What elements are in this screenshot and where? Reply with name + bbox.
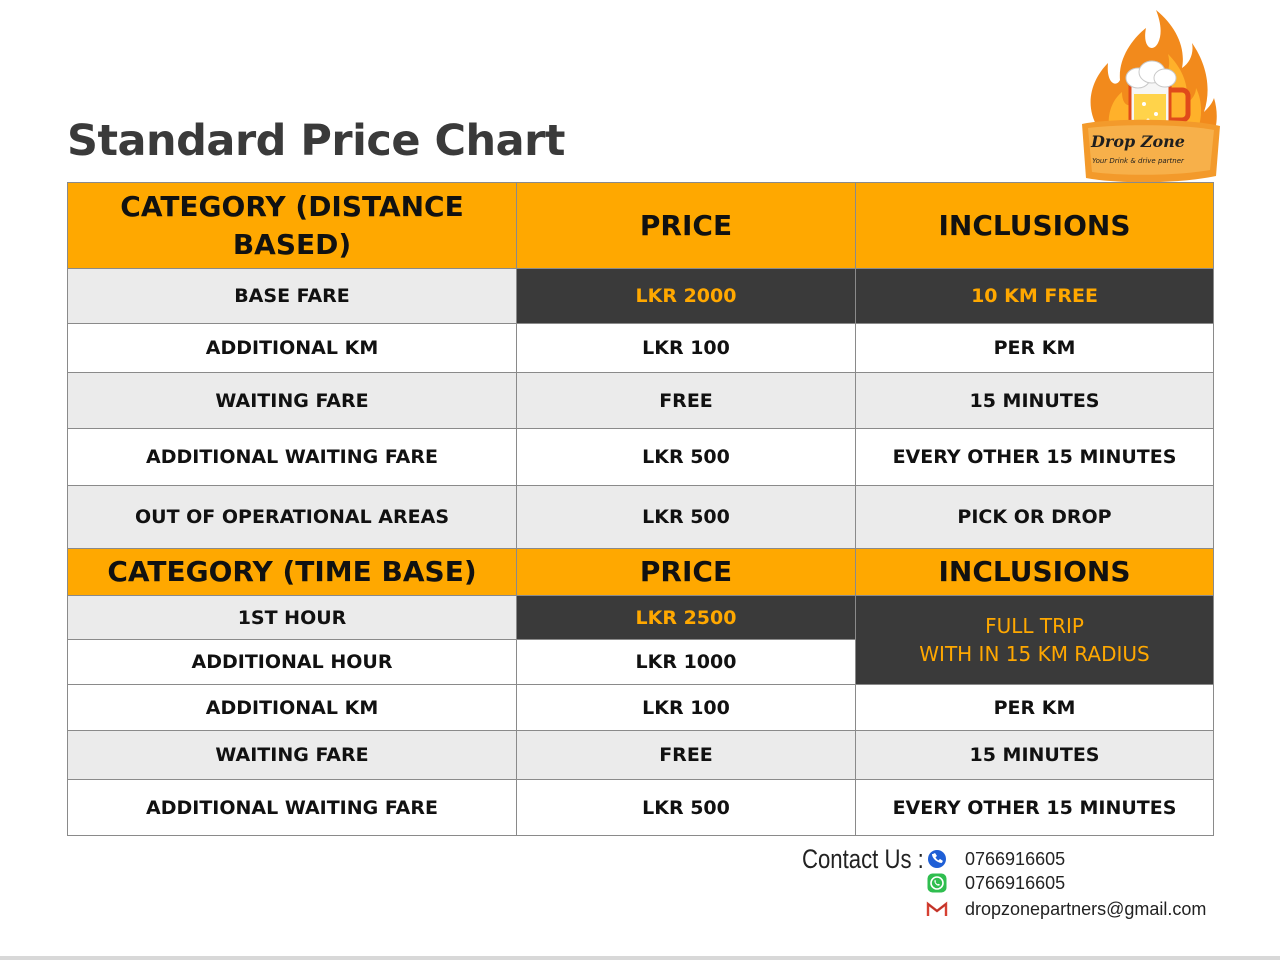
contact-phone[interactable]: 0766916605 bbox=[926, 847, 1065, 871]
time-header-row: CATEGORY (TIME BASE) PRICE INCLUSIONS bbox=[67, 548, 1214, 596]
row-category: ADDITIONAL KM bbox=[67, 684, 517, 731]
table-row: ADDITIONAL WAITING FARE LKR 500 EVERY OT… bbox=[67, 779, 1214, 836]
row-category: BASE FARE bbox=[67, 268, 517, 324]
row-price: LKR 2500 bbox=[516, 595, 856, 640]
row-price: LKR 500 bbox=[516, 779, 856, 836]
row-price: FREE bbox=[516, 730, 856, 780]
contact-label: Contact Us : bbox=[802, 844, 924, 874]
svg-text:Your Drink & drive partner: Your Drink & drive partner bbox=[1092, 157, 1185, 165]
row-category: WAITING FARE bbox=[67, 730, 517, 780]
row-inclusion: PICK OR DROP bbox=[855, 485, 1214, 549]
row-inclusion: PER KM bbox=[855, 323, 1214, 373]
row-category: ADDITIONAL KM bbox=[67, 323, 517, 373]
row-inclusion: 15 MINUTES bbox=[855, 372, 1214, 429]
svg-text:Drop Zone: Drop Zone bbox=[1090, 132, 1185, 151]
bottom-divider bbox=[0, 956, 1280, 960]
row-inclusion: EVERY OTHER 15 MINUTES bbox=[855, 779, 1214, 836]
row-price: FREE bbox=[516, 372, 856, 429]
row-inclusion: 15 MINUTES bbox=[855, 730, 1214, 780]
row-inclusion: PER KM bbox=[855, 684, 1214, 731]
table-row: ADDITIONAL WAITING FARE LKR 500 EVERY OT… bbox=[67, 428, 1214, 486]
table-row: ADDITIONAL KM LKR 100 PER KM bbox=[67, 323, 1214, 373]
header-category-distance: CATEGORY (DISTANCE BASED) bbox=[67, 182, 517, 269]
table-row: WAITING FARE FREE 15 MINUTES bbox=[67, 730, 1214, 780]
row-category: WAITING FARE bbox=[67, 372, 517, 429]
row-inclusion-merged: FULL TRIP WITH IN 15 KM RADIUS bbox=[855, 595, 1214, 685]
row-price: LKR 1000 bbox=[516, 639, 856, 685]
row-price: LKR 500 bbox=[516, 485, 856, 549]
drop-zone-logo: Drop Zone Your Drink & drive partner bbox=[1082, 10, 1220, 183]
price-table: CATEGORY (DISTANCE BASED) PRICE INCLUSIO… bbox=[67, 182, 1214, 836]
row-category: OUT OF OPERATIONAL AREAS bbox=[67, 485, 517, 549]
contact-whatsapp[interactable]: 0766916605 bbox=[926, 871, 1065, 895]
table-row: WAITING FARE FREE 15 MINUTES bbox=[67, 372, 1214, 429]
distance-header-row: CATEGORY (DISTANCE BASED) PRICE INCLUSIO… bbox=[67, 182, 1214, 269]
header-category-time: CATEGORY (TIME BASE) bbox=[67, 548, 517, 596]
header-price: PRICE bbox=[516, 182, 856, 269]
whatsapp-icon bbox=[926, 872, 948, 894]
contact-email[interactable]: dropzonepartners@gmail.com bbox=[926, 897, 1206, 921]
table-row: ADDITIONAL KM LKR 100 PER KM bbox=[67, 684, 1214, 731]
phone-icon bbox=[926, 848, 948, 870]
row-category: ADDITIONAL HOUR bbox=[67, 639, 517, 685]
header-inclusions: INCLUSIONS bbox=[855, 548, 1214, 596]
row-price: LKR 2000 bbox=[516, 268, 856, 324]
row-inclusion: 10 KM FREE bbox=[855, 268, 1214, 324]
row-category: ADDITIONAL WAITING FARE bbox=[67, 428, 517, 486]
table-row: BASE FARE LKR 2000 10 KM FREE bbox=[67, 268, 1214, 324]
inclusion-line-2: WITH IN 15 KM RADIUS bbox=[919, 642, 1150, 666]
inclusion-line-1: FULL TRIP bbox=[985, 614, 1084, 638]
email-address: dropzonepartners@gmail.com bbox=[965, 898, 1207, 919]
row-inclusion: EVERY OTHER 15 MINUTES bbox=[855, 428, 1214, 486]
row-price: LKR 100 bbox=[516, 684, 856, 731]
row-category: ADDITIONAL WAITING FARE bbox=[67, 779, 517, 836]
header-inclusions: INCLUSIONS bbox=[855, 182, 1214, 269]
gmail-icon bbox=[926, 898, 948, 920]
table-row: OUT OF OPERATIONAL AREAS LKR 500 PICK OR… bbox=[67, 485, 1214, 549]
table-row: 1ST HOUR LKR 2500 FULL TRIP WITH IN 15 K… bbox=[67, 595, 1214, 685]
header-price: PRICE bbox=[516, 548, 856, 596]
row-price: LKR 500 bbox=[516, 428, 856, 486]
phone-number: 0766916605 bbox=[965, 848, 1066, 869]
row-category: 1ST HOUR bbox=[67, 595, 517, 640]
row-price: LKR 100 bbox=[516, 323, 856, 373]
page-title: Standard Price Chart bbox=[67, 116, 565, 166]
whatsapp-number: 0766916605 bbox=[965, 872, 1066, 893]
